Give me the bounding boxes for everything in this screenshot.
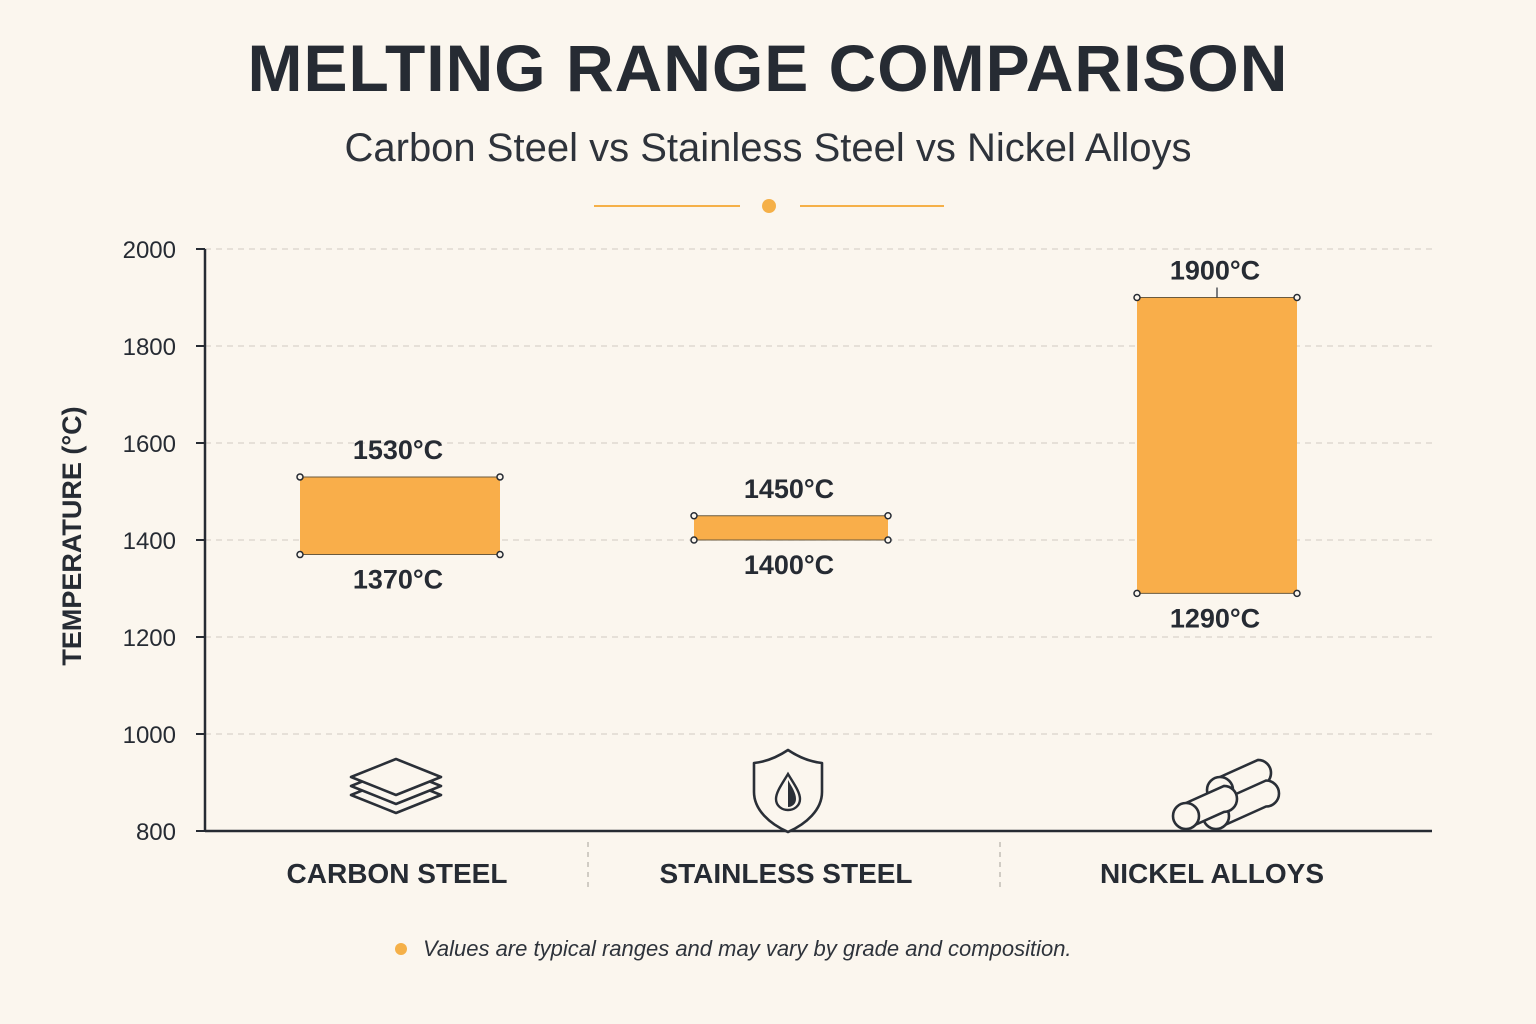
stacked-layers-icon [349,757,443,815]
range-corner-marker [296,473,304,481]
range-bar [300,476,500,555]
y-tick-label: 800 [136,819,176,846]
range-bar [694,515,888,540]
range-corner-marker [884,512,892,520]
high-value-label: 1450°C [744,474,834,504]
range-corner-marker [296,550,304,559]
y-tick-label: 1400 [123,528,176,555]
low-value-label: 1290°C [1170,603,1260,633]
y-axis-label: TEMPERATURE (°C) [57,406,87,665]
range-corner-marker [690,536,698,544]
y-tick-label: 1200 [123,625,176,652]
range-corner-marker [496,550,504,559]
range-corner-marker [884,536,892,544]
range-corner-marker [1133,589,1141,598]
y-tick-label: 1000 [123,722,176,749]
high-value-label: 1900°C [1170,256,1260,286]
range-corner-marker [1293,589,1301,598]
category-label: NICKEL ALLOYS [1100,858,1324,889]
range-bar [1137,297,1297,594]
title-divider [594,199,944,213]
y-tick-label: 2000 [123,237,176,264]
high-value-label: 1530°C [353,435,443,465]
low-value-label: 1370°C [353,565,443,595]
footnote-text: Values are typical ranges and may vary b… [423,936,1072,961]
chart-title: MELTING RANGE COMPARISON [247,31,1289,105]
category-label: STAINLESS STEEL [659,858,912,889]
range-chart: 800 1000 1200 1400 1600 1800 2000 TEMPERATURE (… [57,237,1432,892]
category-label: CARBON STEEL [287,858,508,889]
footnote-bullet [395,943,407,955]
chart-subtitle: Carbon Steel vs Stainless Steel vs Nicke… [344,126,1192,170]
range-corner-marker [690,512,698,520]
y-tick-label: 1800 [123,334,176,361]
low-value-label: 1400°C [744,550,834,580]
divider-dot [762,199,776,213]
range-corner-marker [1293,293,1301,302]
footnote: Values are typical ranges and may vary b… [395,936,1072,962]
range-corner-marker [496,473,504,481]
shield-drop-icon [752,748,824,834]
y-tick-label: 1600 [123,431,176,458]
cylinders-icon [1171,758,1281,831]
range-corner-marker [1133,293,1141,302]
